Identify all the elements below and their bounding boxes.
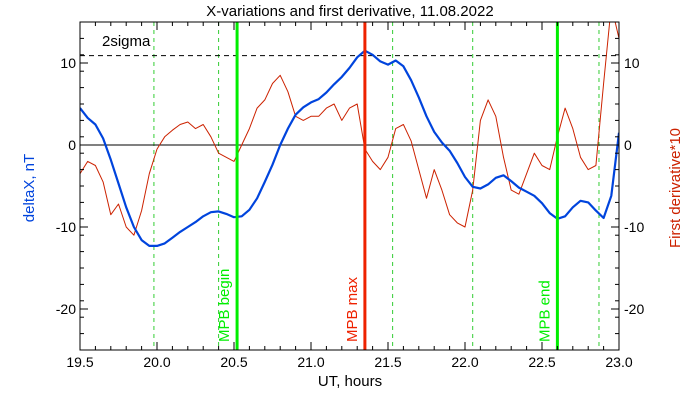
x-tick-label: 20.0	[143, 354, 170, 370]
y-left-tick-label: 0	[68, 137, 76, 153]
mpb-begin-label: MPB begin	[216, 269, 233, 342]
x-tick-label: 19.5	[66, 354, 93, 370]
mpb-max-label: MPB max	[344, 276, 361, 342]
y-left-tick-label: -20	[56, 301, 76, 317]
x-tick-label: 23.0	[605, 354, 632, 370]
x-tick-label: 22.0	[451, 354, 478, 370]
threshold-label: 2sigma	[102, 33, 151, 50]
x-tick-label: 20.5	[220, 354, 247, 370]
derivative-line	[80, 22, 619, 236]
y-axis-left-label: deltaX, nT	[21, 154, 38, 222]
y-right-tick-label: 10	[624, 55, 640, 71]
y-right-tick-label: -20	[624, 301, 644, 317]
plot-area: 2sigma MPB begin MPB max MPB end 19.5 20.0 20.…	[56, 21, 644, 370]
chart-title: X-variations and first derivative, 11.08…	[206, 3, 493, 20]
x-tick-label: 21.5	[374, 354, 401, 370]
y-axis-right-label: First derivative*10	[667, 128, 684, 248]
x-tick-label: 21.0	[297, 354, 324, 370]
y-right-tick-label: 0	[624, 137, 632, 153]
deltax-line	[80, 49, 619, 247]
y-left-tick-label: 10	[60, 55, 76, 71]
mpb-end-label: MPB end	[536, 280, 553, 342]
y-left-tick-label: -10	[56, 219, 76, 235]
x-axis-label: UT, hours	[318, 373, 382, 390]
x-tick-label: 22.5	[528, 354, 555, 370]
y-right-tick-label: -10	[624, 219, 644, 235]
